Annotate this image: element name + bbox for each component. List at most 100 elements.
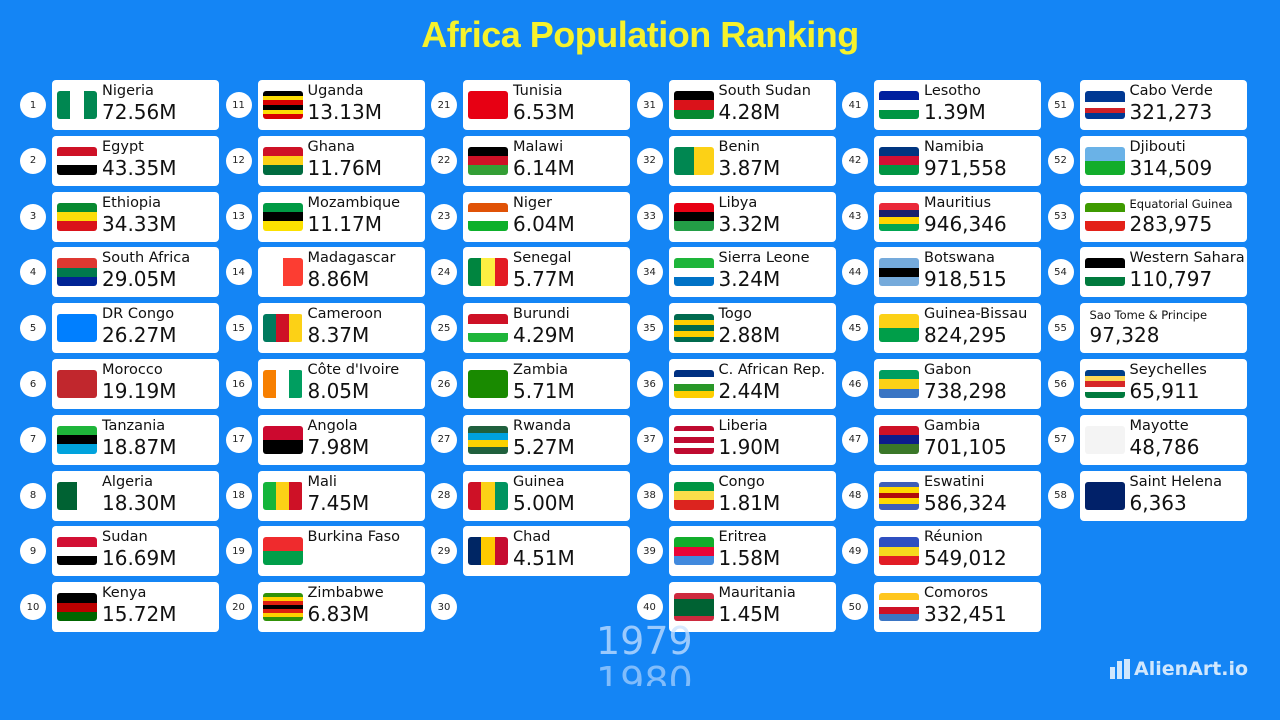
rank-badge: 18	[225, 482, 252, 509]
flag-icon	[468, 146, 508, 175]
alienart-logo: AlienArt.io	[1110, 658, 1248, 680]
rank-badge: 17	[225, 426, 252, 453]
flag-icon	[1084, 258, 1125, 287]
flag-icon	[468, 370, 508, 398]
flag-icon	[468, 481, 508, 510]
country-name: Senegal	[513, 250, 572, 267]
rank-badge: 48	[842, 482, 868, 509]
rank-badge: 14	[225, 259, 252, 286]
country-name: Guinea	[513, 473, 565, 490]
rank-badge: 21	[431, 92, 457, 118]
country-name: Saint Helena	[1129, 473, 1222, 490]
population-value: 8.86M	[307, 267, 370, 292]
country-name: Sierra Leone	[718, 250, 810, 267]
rank-badge: 43	[842, 203, 868, 230]
country-card: Eswatini 586,324	[874, 470, 1041, 521]
population-value: 19.19M	[102, 379, 177, 403]
country-card: Chad 4.51M	[463, 526, 630, 577]
rank-badge: 8	[20, 482, 46, 509]
population-value: 6.14M	[513, 155, 575, 180]
flag-icon	[262, 146, 303, 175]
country-card: Sierra Leone 3.24M	[668, 247, 836, 298]
country-name: Algeria	[102, 473, 153, 490]
country-card: DR Congo 26.27M	[52, 303, 219, 354]
country-card: Zimbabwe 6.83M	[257, 582, 425, 633]
rank-badge: 46	[842, 371, 868, 397]
rank-badge: 40	[636, 594, 663, 621]
population-value: 4.29M	[513, 323, 575, 348]
population-value: 6.83M	[307, 602, 370, 627]
country-name: Morocco	[102, 362, 163, 378]
flag-icon	[262, 593, 303, 622]
country-name: Guinea-Bissau	[924, 306, 1028, 323]
flag-icon	[262, 481, 303, 510]
country-name: Benin	[718, 138, 760, 155]
country-name: Tanzania	[102, 417, 166, 434]
country-card: C. African Rep. 2.44M	[668, 359, 836, 409]
flag-icon	[57, 91, 97, 119]
country-card: Togo 2.88M	[668, 303, 836, 354]
population-value: 29.05M	[102, 267, 177, 292]
rank-badge: 35	[636, 315, 663, 342]
population-value: 4.28M	[718, 100, 781, 124]
country-card: Liberia 1.90M	[668, 414, 836, 465]
rank-badge: 1	[20, 92, 46, 118]
flag-icon	[1084, 425, 1125, 454]
country-card: Malawi 6.14M	[463, 135, 630, 186]
rank-badge: 10	[20, 594, 46, 621]
country-name: Rwanda	[513, 417, 572, 434]
rank-badge: 12	[225, 147, 252, 174]
country-card: Botswana 918,515	[874, 247, 1041, 298]
flag-icon	[57, 593, 97, 622]
flag-icon	[1084, 146, 1125, 175]
country-card: Congo 1.81M	[668, 470, 836, 521]
flag-icon	[673, 314, 714, 343]
population-value: 26.27M	[102, 323, 177, 348]
population-value: 65,911	[1129, 379, 1200, 403]
country-card: Equatorial Guinea 283,975	[1079, 191, 1247, 242]
flag-icon	[262, 425, 303, 454]
country-name: Burundi	[513, 306, 570, 323]
country-name: C. African Rep.	[718, 362, 826, 378]
flag-icon	[262, 537, 303, 566]
country-name: Djibouti	[1129, 138, 1186, 155]
country-card: Cameroon 8.37M	[257, 303, 425, 354]
bar-chart-icon	[1110, 659, 1130, 679]
country-card: Uganda 13.13M	[257, 80, 425, 130]
population-value: 43.35M	[102, 155, 177, 180]
flag-icon	[57, 146, 97, 175]
flag-icon	[468, 258, 508, 287]
flag-icon	[1084, 91, 1125, 119]
rank-badge: 22	[431, 147, 457, 174]
country-name: South Sudan	[718, 83, 811, 99]
flag-icon	[879, 91, 919, 119]
country-name: Chad	[513, 529, 551, 546]
country-card: Eritrea 1.58M	[668, 526, 836, 577]
country-name: Burkina Faso	[307, 529, 401, 546]
flag-icon	[262, 314, 303, 343]
population-value: 1.90M	[718, 434, 781, 459]
rank-badge: 15	[225, 315, 252, 342]
population-value: 1.58M	[718, 546, 781, 571]
flag-icon	[468, 537, 508, 566]
rank-badge: 57	[1047, 426, 1074, 453]
country-name: Madagascar	[307, 250, 396, 267]
rank-badge: 37	[636, 426, 663, 453]
country-name: Mayotte	[1129, 417, 1189, 434]
flag-icon	[673, 258, 714, 287]
country-card: Burkina Faso	[257, 526, 425, 577]
population-value: 13.13M	[307, 100, 383, 124]
country-card: Tanzania 18.87M	[52, 414, 219, 465]
logo-text: AlienArt.io	[1134, 658, 1249, 680]
population-value: 6,363	[1129, 490, 1187, 515]
population-value: 321,273	[1129, 100, 1213, 124]
country-name: Nigeria	[102, 83, 154, 99]
country-name: Eritrea	[718, 529, 767, 546]
rank-badge: 9	[20, 538, 46, 565]
country-card: Tunisia 6.53M	[463, 80, 630, 130]
rank-badge: 44	[842, 259, 868, 286]
country-card: Angola 7.98M	[257, 414, 425, 465]
flag-icon	[673, 370, 714, 398]
country-card: Seychelles 65,911	[1079, 359, 1247, 409]
population-value: 3.32M	[718, 211, 781, 236]
